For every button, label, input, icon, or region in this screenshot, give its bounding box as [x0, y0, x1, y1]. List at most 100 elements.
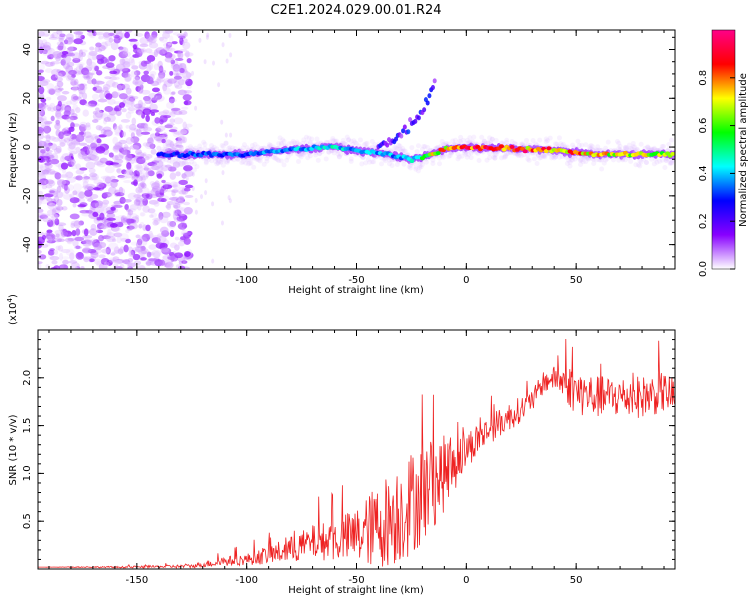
spectrogram-ridge-halo: [268, 143, 274, 149]
spectrogram-noise-cell: [95, 248, 103, 254]
spectrogram-ridge-halo: [537, 137, 543, 143]
spectrogram-ridge-halo: [264, 156, 270, 162]
snr-y-multiplier-open: (x10: [8, 302, 19, 325]
spectrogram-noise-cell: [49, 213, 59, 219]
spectrogram-ridge-halo: [630, 140, 636, 146]
spectrogram-noise-cell: [119, 196, 126, 204]
spectrogram-noise-cell: [58, 56, 67, 61]
spectrogram-ridge-halo: [463, 151, 469, 157]
spectrogram-noise-cell: [174, 252, 184, 259]
spectrogram-noise-cell: [95, 229, 104, 234]
spectrogram-noise-cell: [44, 143, 50, 147]
spectrogram-noise-cell: [173, 75, 183, 80]
spectrogram-ridge-halo: [389, 162, 395, 168]
spectrogram-ridge-halo: [251, 155, 257, 161]
spectrogram-ridge-halo: [209, 158, 215, 164]
spectrogram-ridge-cell: [522, 149, 528, 154]
spectrogram-noise-cell: [101, 248, 110, 254]
spectrogram-noise-cell: [147, 138, 154, 143]
spectrogram-noise-cell: [145, 33, 151, 42]
spectrogram-ridge-halo: [504, 139, 510, 145]
spectrogram-ridge-halo: [335, 151, 341, 157]
spectrogram-noise-cell: [95, 32, 105, 36]
spectrogram-noise-cell: [95, 89, 105, 94]
spectrogram-ridge-halo: [624, 146, 630, 152]
spectrogram-noise-cell: [104, 106, 114, 113]
spectrogram-noise-cell: [68, 36, 75, 43]
spectrogram-ridge-halo: [667, 160, 673, 166]
spectrogram-ridge-halo: [485, 140, 491, 146]
spectrogram-noise-cell: [39, 109, 46, 117]
spectrogram-noise-cell: [221, 42, 225, 48]
spectrogram-ridge-halo: [309, 136, 315, 142]
spectrogram-ridge-halo: [371, 159, 377, 165]
spectrogram-ridge-halo: [386, 161, 392, 167]
spectrogram-noise-cell: [68, 233, 73, 237]
spectrogram-noise-cell: [166, 112, 176, 116]
spectrogram-ridge-halo: [578, 157, 584, 163]
spectrogram-noise-cell: [135, 234, 141, 239]
spectrogram-ridge-halo: [178, 161, 184, 167]
spectrogram-ridge-halo: [185, 145, 191, 151]
spectrogram-ridge-halo: [173, 157, 179, 163]
spectrogram-noise-cell: [177, 89, 187, 96]
spectrogram-noise-cell: [59, 184, 69, 189]
spectrogram-noise-cell: [89, 258, 95, 263]
spectrogram-noise-cell: [55, 119, 60, 125]
spectrogram-ridge-cell: [509, 144, 515, 149]
spectrogram-noise-cell: [53, 265, 60, 269]
spectrogram-noise-cell: [148, 37, 153, 46]
spectrogram-branch-cell: [406, 129, 411, 135]
spectrogram-ridge-halo: [340, 140, 346, 146]
spectrogram-noise-cell: [45, 146, 50, 152]
spectrogram-noise-cell: [172, 188, 180, 194]
spectrogram-noise-cell: [124, 101, 134, 108]
spectrogram-ridge-halo: [641, 156, 647, 162]
spectrogram-noise-cell: [140, 60, 148, 67]
spectrogram-ridge-halo: [197, 146, 203, 152]
spectrogram-noise-cell: [87, 52, 97, 61]
spectrogram-noise-cell: [156, 173, 163, 179]
spectrogram-noise-cell: [98, 254, 106, 259]
spectrogram-marks: [38, 30, 675, 269]
spectrogram-noise-cell: [149, 71, 157, 76]
spectrogram-noise-cell: [131, 117, 137, 126]
spectrogram-noise-cell: [149, 214, 154, 218]
spectrogram-noise-cell: [181, 136, 188, 144]
spectrogram-noise-cell: [55, 56, 61, 62]
spectrogram-noise-cell: [148, 244, 157, 250]
spectrogram-noise-cell: [155, 190, 160, 196]
spectrogram-noise-cell: [175, 139, 183, 148]
spectrogram-ridge-halo: [281, 138, 287, 144]
spectrogram-noise-cell: [108, 76, 118, 81]
spectrogram-ridge-halo: [227, 147, 233, 153]
spectrogram-ridge-halo: [406, 164, 412, 170]
spectrogram-ridge-halo: [638, 159, 644, 165]
spectrogram-noise-cell: [179, 48, 187, 52]
spectrogram-noise-cell: [143, 124, 149, 129]
spectrogram-noise-cell: [154, 117, 161, 124]
spectrogram-noise-cell: [145, 169, 150, 178]
spectrogram-noise-cell: [139, 265, 146, 269]
spectrogram-noise-cell: [181, 40, 185, 46]
spectrogram-noise-cell: [112, 163, 121, 168]
spectrogram-ridge-halo: [393, 145, 399, 151]
spectrogram-ridge-halo: [223, 141, 229, 147]
spectrogram-noise-cell: [111, 91, 119, 99]
spectrogram-noise-cell: [49, 158, 60, 165]
spectrogram-noise-cell: [38, 69, 44, 73]
spectrogram-ridge-halo: [241, 142, 247, 148]
spectrogram-ridge-halo: [650, 146, 656, 152]
spectrogram-noise-cell: [58, 70, 66, 77]
spectrogram-noise-cell: [81, 155, 90, 160]
y-tick-label: -20: [22, 188, 33, 204]
spectrogram-noise-cell: [137, 111, 143, 117]
spectrogram-noise-cell: [144, 155, 150, 161]
spectrogram-noise-cell: [125, 229, 130, 234]
spectrogram-ridge-halo: [556, 135, 562, 141]
spectrogram-noise-cell: [125, 238, 131, 244]
x-tick-label: -100: [235, 575, 258, 586]
spectrogram-ridge-halo: [437, 155, 443, 161]
spectrogram-noise-cell: [135, 241, 142, 249]
spectrogram-ridge-halo: [303, 140, 309, 146]
